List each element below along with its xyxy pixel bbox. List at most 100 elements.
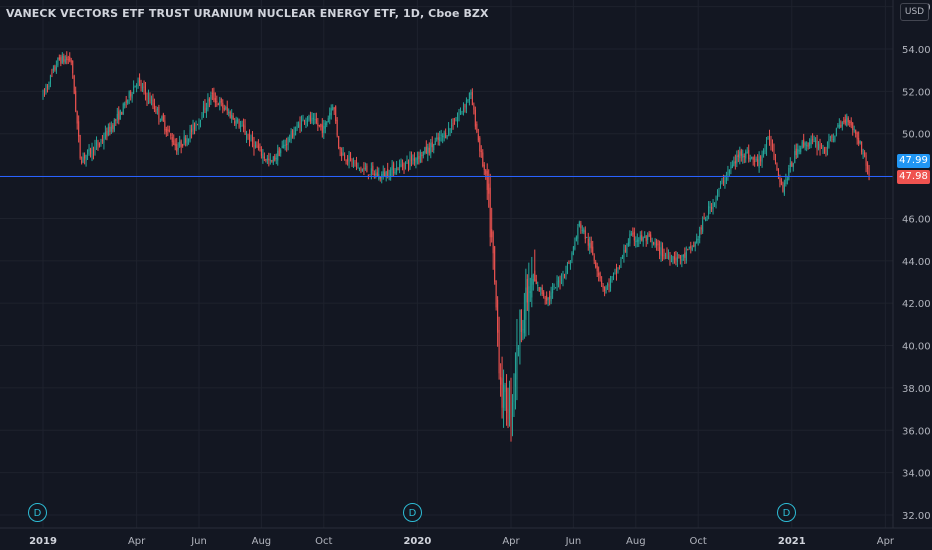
candle-body bbox=[688, 246, 690, 248]
candle-body bbox=[210, 94, 212, 100]
candle-body bbox=[788, 167, 790, 180]
candle-body bbox=[338, 135, 340, 148]
currency-button[interactable]: USD bbox=[900, 3, 929, 21]
candle-body bbox=[737, 154, 739, 158]
candle-body bbox=[42, 91, 44, 99]
candle-body bbox=[783, 182, 785, 195]
candle-body bbox=[118, 111, 120, 121]
dividend-marker[interactable]: D bbox=[403, 503, 422, 522]
candle-body bbox=[553, 285, 555, 288]
candle-body bbox=[162, 114, 164, 122]
candle-body bbox=[669, 256, 671, 260]
candle-body bbox=[705, 218, 707, 222]
prev-price-label: 47.99 bbox=[897, 154, 930, 168]
candle-body bbox=[327, 118, 329, 123]
candle-body bbox=[599, 272, 601, 279]
candle-body bbox=[168, 129, 170, 132]
candle-body bbox=[364, 168, 366, 170]
candle-body bbox=[174, 143, 176, 146]
candle-body bbox=[665, 254, 667, 256]
candle-body bbox=[262, 154, 264, 159]
candle-body bbox=[235, 119, 237, 126]
candle-body bbox=[516, 341, 518, 380]
dividend-marker[interactable]: D bbox=[28, 503, 47, 522]
candle-body bbox=[165, 129, 167, 133]
candle-body bbox=[341, 152, 343, 157]
candle-body bbox=[526, 278, 528, 303]
candle-body bbox=[208, 98, 210, 102]
candle-body bbox=[283, 144, 285, 149]
candle-body bbox=[602, 285, 604, 289]
candle-body bbox=[667, 255, 669, 259]
candle-body bbox=[275, 157, 277, 160]
candle-body bbox=[700, 227, 702, 230]
candle-body bbox=[690, 246, 692, 249]
candle-body bbox=[773, 144, 775, 159]
candle-body bbox=[766, 140, 768, 150]
candle-body bbox=[693, 245, 695, 247]
time-axis[interactable]: 2019 Apr Jun Aug Oct 2020 Apr Jun Aug Oct 2021 Apr bbox=[0, 527, 932, 547]
candle-body bbox=[850, 121, 852, 126]
candle-body bbox=[465, 100, 467, 109]
dividend-marker[interactable]: D bbox=[777, 503, 796, 522]
candle-body bbox=[621, 256, 623, 259]
candle-body bbox=[566, 263, 568, 273]
candle-body bbox=[590, 241, 592, 249]
candle-body bbox=[422, 151, 424, 156]
candle-body bbox=[437, 137, 439, 140]
candle-body bbox=[266, 158, 268, 161]
candle-body bbox=[865, 155, 867, 166]
candle-body bbox=[194, 122, 196, 130]
candle-body bbox=[342, 153, 344, 156]
candle-body bbox=[433, 144, 435, 151]
candle-body bbox=[303, 120, 305, 122]
candle-body bbox=[614, 270, 616, 273]
candle-body bbox=[189, 129, 191, 140]
candle-body bbox=[785, 179, 787, 184]
candle-body bbox=[752, 157, 754, 160]
candle-body bbox=[156, 109, 158, 111]
candle-body bbox=[792, 163, 794, 168]
candle-body bbox=[458, 114, 460, 119]
candle-body bbox=[657, 243, 659, 246]
candle-body bbox=[150, 99, 152, 101]
candle-body bbox=[106, 130, 108, 137]
candle-body bbox=[724, 180, 726, 183]
candle-body bbox=[725, 177, 727, 181]
price-axis[interactable]: 32.00 34.00 36.00 38.00 40.00 42.00 44.00 46.00… bbox=[892, 0, 931, 528]
x-tick-label: Apr bbox=[128, 536, 146, 547]
candle-body bbox=[806, 145, 808, 147]
candle-body bbox=[369, 174, 371, 176]
candle-body bbox=[513, 388, 515, 403]
candle-body bbox=[470, 92, 472, 96]
candle-body bbox=[274, 155, 276, 161]
candle-body bbox=[73, 75, 75, 94]
candle-body bbox=[287, 137, 289, 145]
candle-body bbox=[271, 160, 273, 162]
candle-body bbox=[494, 246, 496, 282]
x-tick-label: Oct bbox=[315, 536, 332, 547]
candle-body bbox=[407, 162, 409, 166]
candle-body bbox=[730, 166, 732, 169]
candle-body bbox=[434, 140, 436, 145]
candle-body bbox=[501, 378, 503, 408]
candle-body bbox=[139, 77, 141, 83]
candle-body bbox=[451, 125, 453, 127]
candle-body bbox=[296, 124, 298, 130]
candle-body bbox=[556, 281, 558, 285]
candle-body bbox=[627, 242, 629, 246]
candle-body bbox=[226, 106, 228, 112]
candle-body bbox=[292, 130, 294, 138]
candle-body bbox=[483, 164, 485, 170]
candle-body bbox=[75, 90, 77, 112]
candle-body bbox=[544, 297, 546, 299]
candle-body bbox=[46, 86, 48, 88]
candle-body bbox=[815, 140, 817, 142]
candle-body bbox=[847, 118, 849, 123]
candle-body bbox=[431, 142, 433, 148]
candle-body bbox=[412, 158, 414, 160]
candle-body bbox=[161, 116, 163, 121]
candle-body bbox=[76, 111, 78, 124]
candle-body bbox=[95, 142, 97, 144]
